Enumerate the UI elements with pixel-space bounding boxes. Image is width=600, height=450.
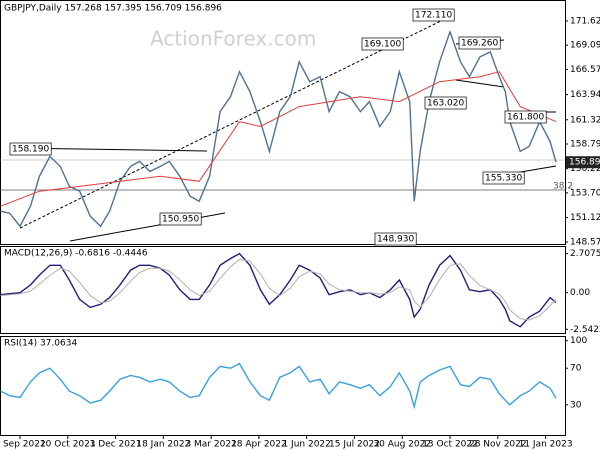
y-tick-label: 161.320 xyxy=(570,115,600,125)
x-tick-label: 6 Sep 2021 xyxy=(0,440,46,450)
trend-line xyxy=(455,79,505,88)
price-label-box xyxy=(504,110,547,124)
price-label-box xyxy=(9,142,52,156)
price-label: 158.190 xyxy=(12,145,49,155)
y-tick-label: 148.575 xyxy=(570,238,600,248)
watermark: ActionForex.com xyxy=(150,27,316,51)
price-label-box xyxy=(424,96,467,110)
price-label-box xyxy=(458,36,501,50)
series-line xyxy=(0,252,557,328)
price-label-box xyxy=(374,232,417,246)
y-tick-label: 171.620 xyxy=(570,16,600,26)
y-tick-label: 156.225 xyxy=(570,164,600,174)
price-label: 38.2 xyxy=(553,182,573,192)
last-price-box xyxy=(566,156,600,169)
price-label-box xyxy=(159,212,202,226)
price-label: 169.260 xyxy=(461,39,498,49)
macd-frame xyxy=(0,246,566,334)
price-label: 155.330 xyxy=(485,174,522,184)
price-label: 172.110 xyxy=(415,11,452,21)
x-tick-label: 30 Aug 2022 xyxy=(373,440,431,450)
price-frame xyxy=(0,0,566,245)
price-label: 150.950 xyxy=(162,215,199,225)
series-line xyxy=(0,71,557,207)
series-line xyxy=(0,29,557,228)
price-label-box xyxy=(482,171,525,185)
y-tick-label: -2.5422 xyxy=(570,325,600,335)
y-tick-label: 158.795 xyxy=(570,140,600,150)
y-tick-label: 151.125 xyxy=(570,213,600,223)
y-tick-label: 70 xyxy=(570,364,582,374)
y-tick-label: 30 xyxy=(570,400,582,410)
price-label-box xyxy=(361,37,404,51)
x-tick-label: 28 Nov 2022 xyxy=(469,440,527,450)
price-label: 148.930 xyxy=(377,235,414,245)
x-tick-label: 11 Jan 2023 xyxy=(519,440,573,450)
macd-title: MACD(12,26,9) -0.6816 -0.4446 xyxy=(4,249,148,259)
price-label: 161.800 xyxy=(507,113,544,123)
x-tick-label: 3 Dec 2021 xyxy=(90,440,142,450)
last-price: 156.896 xyxy=(569,158,600,168)
y-tick-label: 169.095 xyxy=(570,41,600,51)
rsi-frame xyxy=(0,336,566,436)
y-tick-label: 166.570 xyxy=(570,65,600,75)
y-tick-label: 2.7075 xyxy=(570,249,600,259)
series-line xyxy=(0,362,557,410)
x-tick-label: 18 Apr 2022 xyxy=(231,440,287,450)
y-tick-label: 153.700 xyxy=(570,188,600,198)
rsi-title: RSI(14) 37.0634 xyxy=(4,339,77,349)
series-line xyxy=(0,258,557,321)
price-label: 169.100 xyxy=(364,40,401,50)
x-tick-label: 3 Mar 2022 xyxy=(185,440,236,450)
y-tick-label: 163.945 xyxy=(570,90,600,100)
price-label-box xyxy=(412,8,455,22)
y-tick-label: 100 xyxy=(570,336,587,346)
chart-title: GBPJPY,Daily 157.268 157.395 156.709 156… xyxy=(4,4,222,14)
trend-line xyxy=(69,212,226,242)
trend-line xyxy=(19,13,456,229)
x-tick-label: 1 Jun 2022 xyxy=(282,440,330,450)
x-tick-label: 15 Jul 2022 xyxy=(329,440,380,450)
x-tick-label: 18 Jan 2022 xyxy=(136,440,190,450)
y-tick-label: 0.00 xyxy=(570,288,590,298)
x-tick-label: 20 Oct 2021 xyxy=(40,440,96,450)
price-label: 163.020 xyxy=(427,99,464,109)
x-tick-label: 13 Oct 2022 xyxy=(422,440,478,450)
